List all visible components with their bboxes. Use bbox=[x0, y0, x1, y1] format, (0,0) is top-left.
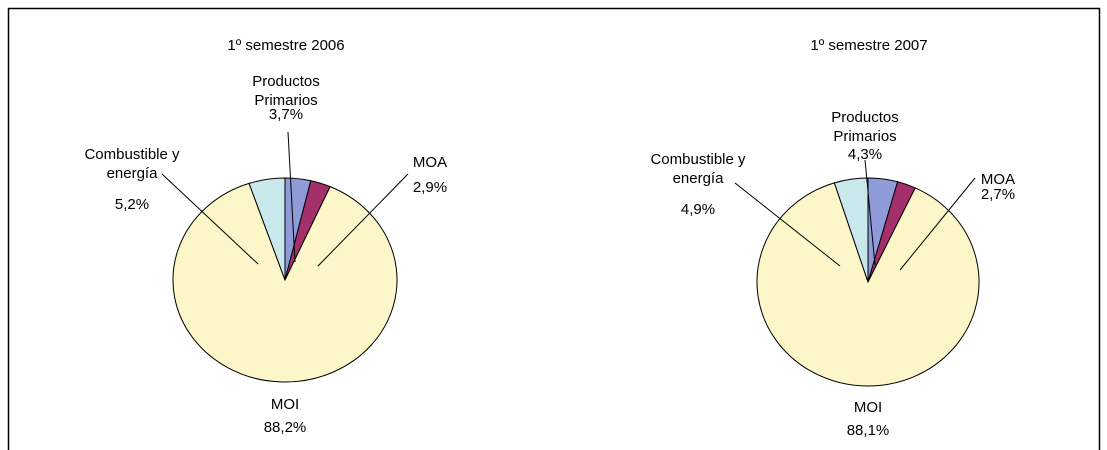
pie-slice bbox=[756, 182, 980, 387]
slice-label: MOA bbox=[980, 171, 1016, 188]
slice-label: Combustible y energía bbox=[84, 146, 180, 182]
pie-slice bbox=[833, 177, 869, 283]
slice-value: 88,1% bbox=[846, 422, 890, 439]
slice-value: 2,7% bbox=[980, 186, 1016, 203]
slice-label: MOA bbox=[412, 154, 448, 171]
leader-line bbox=[899, 177, 976, 271]
pie-slice bbox=[248, 177, 286, 281]
slice-value: 5,2% bbox=[114, 196, 150, 213]
slice-value: 4,9% bbox=[680, 201, 716, 218]
slice-label: Combustible y energía bbox=[650, 151, 746, 187]
slice-label: Productos Primarios bbox=[831, 109, 899, 145]
chart-title: 1º semestre 2006 bbox=[227, 37, 344, 54]
slice-label: Productos Primarios bbox=[252, 73, 320, 109]
leader-line bbox=[734, 182, 841, 267]
slice-value: 2,9% bbox=[412, 179, 448, 196]
frame bbox=[7, 7, 1101, 450]
leader-line bbox=[161, 173, 259, 265]
leader-line bbox=[864, 159, 876, 266]
pie-slice bbox=[172, 182, 398, 383]
leader-line bbox=[317, 173, 409, 267]
leader-line bbox=[287, 131, 296, 263]
slice-value: 88,2% bbox=[263, 419, 307, 436]
slice-value: 3,7% bbox=[268, 106, 304, 123]
chart-title: 1º semestre 2007 bbox=[810, 37, 927, 54]
slice-value: 4,3% bbox=[847, 146, 883, 163]
slice-label: MOI bbox=[270, 396, 300, 413]
slice-label: MOI bbox=[853, 399, 883, 416]
